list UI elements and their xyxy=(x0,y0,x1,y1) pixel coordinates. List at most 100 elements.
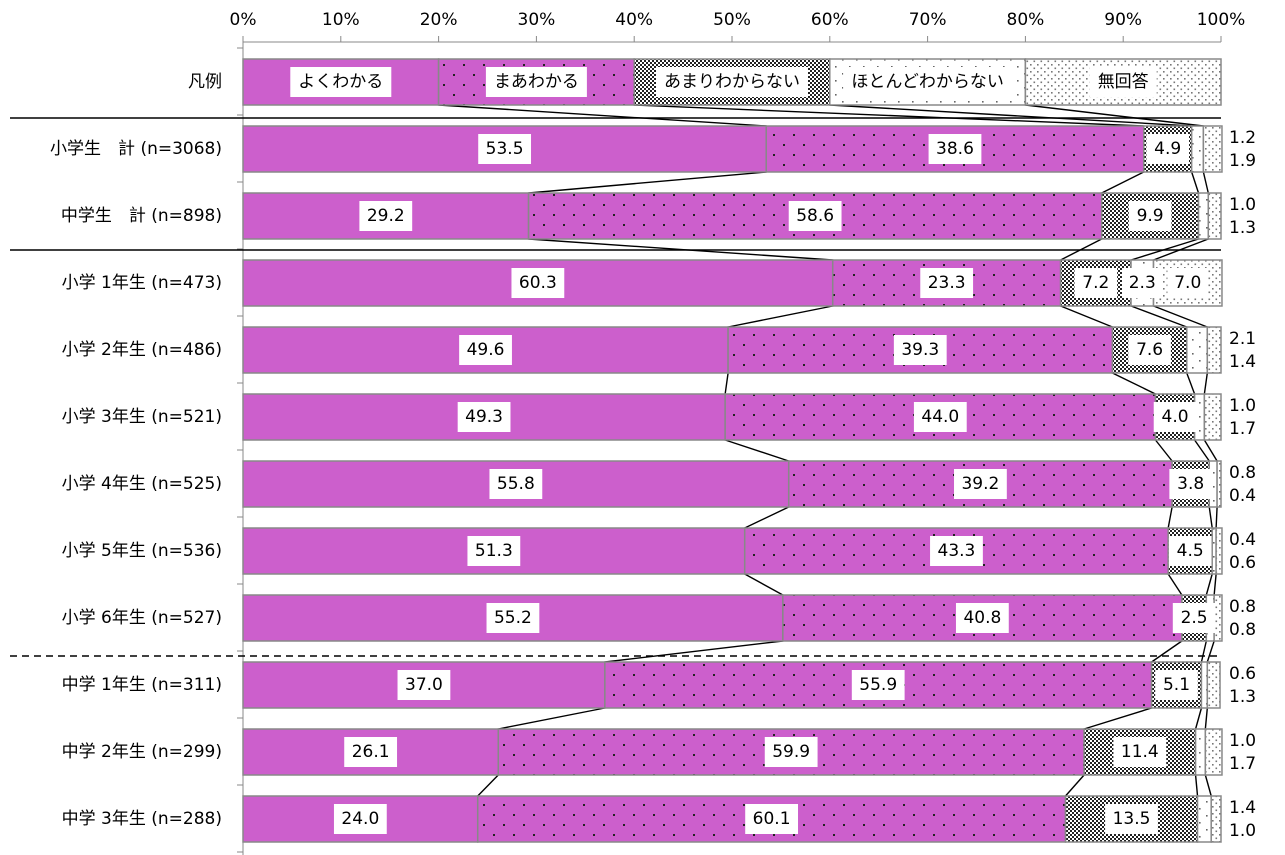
value-label: 37.0 xyxy=(405,675,443,695)
value-label: 9.9 xyxy=(1137,206,1164,226)
connector-line xyxy=(724,439,789,462)
value-label: 55.8 xyxy=(497,474,535,494)
value-label: 7.0 xyxy=(1174,273,1201,293)
connector-lines xyxy=(438,104,1218,797)
value-label: 60.1 xyxy=(753,809,791,829)
connector-line xyxy=(1208,506,1213,529)
x-tick-label: 10% xyxy=(322,10,360,30)
value-label-box xyxy=(955,603,1009,633)
value-label: 29.2 xyxy=(367,206,405,226)
x-tick-label: 0% xyxy=(230,10,257,30)
value-label: 40.8 xyxy=(963,608,1001,628)
connector-line xyxy=(1025,104,1204,127)
bar-segment xyxy=(1203,393,1222,441)
value-label-box xyxy=(745,804,799,834)
connector-line xyxy=(1186,372,1196,395)
legend-label-box xyxy=(485,67,587,97)
connector-line xyxy=(1194,707,1203,730)
x-tick-label: 40% xyxy=(615,10,653,30)
category-label: 小学 3年生 (n=521) xyxy=(62,407,222,427)
legend-label: ほとんどわからない xyxy=(851,72,1004,92)
connector-line xyxy=(829,104,1192,127)
connector-line xyxy=(1204,707,1209,730)
value-label-box xyxy=(1113,737,1167,767)
connector-line xyxy=(727,305,833,328)
bar-segment xyxy=(1207,192,1222,240)
value-label: 53.5 xyxy=(486,139,524,159)
category-label: 小学 5年生 (n=536) xyxy=(62,541,222,561)
connector-line xyxy=(438,104,767,127)
value-label-box xyxy=(893,335,947,365)
connector-line xyxy=(1194,774,1199,797)
bar-segment xyxy=(1202,125,1223,173)
value-label: 1.2 xyxy=(1229,128,1256,148)
value-label: 0.8 xyxy=(1229,463,1256,483)
connector-line xyxy=(1205,573,1213,596)
value-label-box xyxy=(397,670,451,700)
category-label: 小学 1年生 (n=473) xyxy=(62,273,222,293)
value-label-box xyxy=(1155,670,1198,700)
value-label-box xyxy=(928,134,982,164)
value-label: 1.4 xyxy=(1229,352,1256,372)
value-label: 55.9 xyxy=(859,675,897,695)
value-label: 39.2 xyxy=(961,474,999,494)
connector-line xyxy=(1154,439,1173,462)
value-label: 1.4 xyxy=(1229,798,1256,818)
value-label: 0.8 xyxy=(1229,620,1256,640)
value-label: 1.7 xyxy=(1229,419,1256,439)
legend-label: まあわかる xyxy=(494,72,579,92)
value-label: 1.0 xyxy=(1229,731,1256,751)
category-label: 小学生 計 (n=3068) xyxy=(50,139,222,159)
connector-line xyxy=(1060,305,1113,328)
value-label-box xyxy=(764,737,818,767)
value-label-box xyxy=(1146,134,1189,164)
value-label-box xyxy=(333,804,387,834)
value-label: 1.0 xyxy=(1229,195,1256,215)
connector-line xyxy=(498,707,605,730)
bar-segment xyxy=(1196,795,1212,843)
value-label: 7.6 xyxy=(1136,340,1163,360)
value-label: 51.3 xyxy=(475,541,513,561)
legend-row-label: 凡例 xyxy=(188,72,222,92)
value-label-box xyxy=(1121,268,1163,298)
value-label-box xyxy=(920,268,974,298)
value-label: 26.1 xyxy=(352,742,390,762)
value-label-box xyxy=(1167,268,1209,298)
value-label: 0.4 xyxy=(1229,530,1256,550)
category-label: 中学 2年生 (n=299) xyxy=(62,742,222,762)
legend-label: よくわかる xyxy=(298,72,383,92)
legend-label: 無回答 xyxy=(1098,72,1149,92)
bar-segment xyxy=(1197,192,1210,240)
connector-line xyxy=(1101,171,1145,194)
connector-line xyxy=(528,238,833,261)
category-label: 小学 4年生 (n=525) xyxy=(62,474,222,494)
connector-line xyxy=(1151,640,1183,663)
legend-label-box xyxy=(290,67,392,97)
value-label-box xyxy=(467,536,521,566)
connector-line xyxy=(634,104,1144,127)
value-label: 5.1 xyxy=(1163,675,1190,695)
connector-line xyxy=(1200,640,1208,663)
value-label-box xyxy=(1128,335,1171,365)
x-tick-label: 80% xyxy=(1007,10,1045,30)
legend-label-box xyxy=(843,67,1013,97)
value-label: 38.6 xyxy=(936,139,974,159)
value-label-box xyxy=(478,134,532,164)
value-label: 43.3 xyxy=(938,541,976,561)
value-label: 2.3 xyxy=(1129,273,1156,293)
connector-line xyxy=(1203,372,1209,395)
value-label-box xyxy=(511,268,565,298)
value-label-box xyxy=(1153,402,1197,432)
connector-line xyxy=(1203,439,1218,462)
connector-line xyxy=(744,506,790,529)
value-label-box xyxy=(486,603,540,633)
value-label: 58.6 xyxy=(796,206,834,226)
value-label-box xyxy=(1168,536,1212,566)
connector-line xyxy=(1167,573,1183,596)
value-label: 44.0 xyxy=(921,407,959,427)
category-label: 小学 6年生 (n=527) xyxy=(62,608,222,628)
value-label-box xyxy=(459,335,512,365)
value-label: 1.9 xyxy=(1229,151,1256,171)
value-label: 0.8 xyxy=(1229,597,1256,617)
